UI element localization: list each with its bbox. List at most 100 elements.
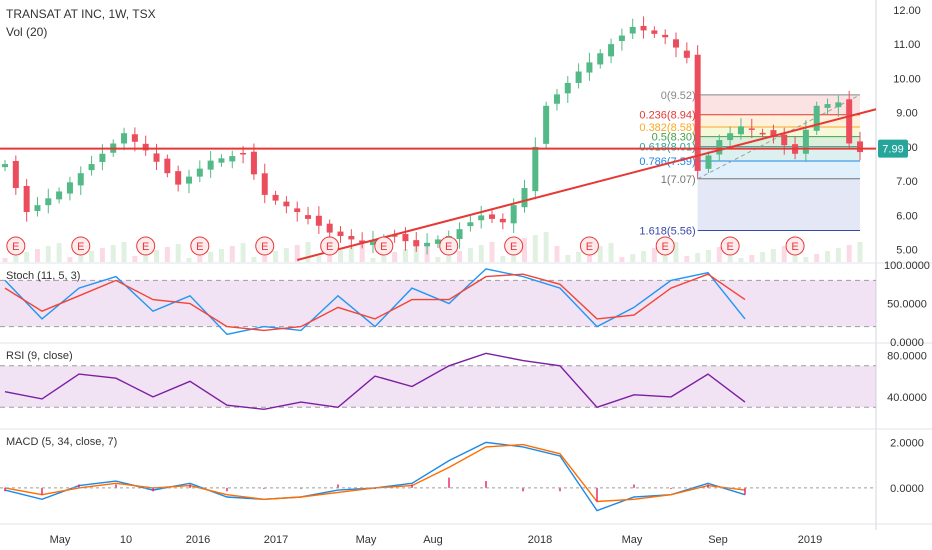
candle-body	[185, 176, 192, 184]
macd-histogram-bar	[337, 484, 339, 488]
volume-bar	[760, 252, 766, 262]
earnings-marker-label: E	[586, 241, 593, 253]
fib-zone	[697, 127, 860, 137]
indicator-title: MACD (5, 34, close, 7)	[6, 436, 117, 448]
indicator-series-line	[4, 268, 746, 336]
macd-histogram-bar	[670, 487, 672, 489]
candle-body	[521, 188, 528, 208]
fib-level-label: 0.5(8.30)	[652, 132, 696, 144]
candle-body	[261, 173, 268, 195]
volume-bar	[240, 243, 246, 262]
macd-histogram-bar	[596, 487, 598, 502]
volume-bar	[89, 251, 95, 262]
candle-body	[835, 102, 842, 108]
candle-body	[857, 141, 863, 153]
fib-zone	[697, 160, 860, 179]
earnings-marker	[720, 236, 740, 256]
macd-histogram-bar	[485, 481, 487, 488]
candle-body	[164, 158, 171, 174]
volume-bar	[348, 247, 354, 262]
macd-histogram-bar	[226, 487, 228, 492]
candle-body	[694, 54, 701, 171]
candle-body	[543, 105, 550, 144]
volume-bar	[197, 255, 203, 262]
volume-bar	[132, 256, 138, 262]
candle-body	[532, 146, 539, 192]
candle-body	[196, 168, 203, 177]
volume-bar	[576, 252, 582, 262]
time-tick-label: May	[50, 534, 71, 546]
volume-bar	[294, 245, 300, 262]
macd-histogram-bar	[189, 484, 191, 488]
candle-body	[131, 134, 138, 142]
candle-body	[781, 134, 788, 146]
candle-body	[391, 235, 398, 237]
candle-body	[218, 158, 225, 163]
candle-body	[305, 215, 312, 219]
time-tick-label: Aug	[423, 534, 443, 546]
time-tick-label: 2016	[186, 534, 210, 546]
candle-body	[45, 198, 52, 206]
earnings-marker-label: E	[326, 241, 333, 253]
earnings-marker	[579, 236, 599, 256]
time-tick-label: 2019	[798, 534, 822, 546]
candle-body	[456, 229, 463, 240]
volume-bar	[500, 256, 506, 262]
candle-body	[716, 140, 723, 155]
candle-body	[802, 129, 809, 154]
volume-bar	[78, 254, 84, 262]
candle-body	[402, 233, 409, 242]
volume-bar	[489, 242, 495, 262]
volume-bar	[565, 255, 571, 262]
volume-bar	[803, 257, 809, 262]
volume-bar	[705, 250, 711, 262]
candle-body	[229, 156, 236, 162]
candle-body	[662, 34, 669, 38]
candle-body	[640, 25, 647, 31]
candle-body	[272, 194, 279, 201]
volume-bar	[56, 243, 62, 262]
fib-zone	[697, 114, 860, 128]
volume-bar	[814, 254, 820, 262]
indicator-tick-label: 50.0000	[887, 299, 927, 311]
volume-bar	[99, 248, 105, 262]
earnings-marker-label: E	[261, 241, 268, 253]
earnings-marker-label: E	[726, 241, 733, 253]
candle-body	[759, 132, 766, 135]
candle-body	[12, 160, 19, 189]
time-tick-label: 2017	[264, 534, 288, 546]
volume-bar	[175, 244, 181, 262]
fib-trend-line	[697, 94, 861, 180]
chart-title: TRANSAT AT INC, 1W, TSX	[6, 7, 156, 21]
rising-trend-line	[296, 108, 877, 261]
candle-body	[99, 153, 106, 162]
macd-histogram-bar	[559, 487, 561, 492]
candle-body	[142, 143, 149, 151]
time-tick-label: May	[622, 534, 643, 546]
macd-histogram-bar	[522, 487, 524, 492]
volume-bar	[673, 242, 679, 262]
candle-body	[326, 223, 333, 233]
earnings-marker	[6, 236, 26, 256]
macd-histogram-bar	[41, 487, 43, 495]
candle-body	[34, 205, 41, 211]
candle-body	[153, 153, 160, 162]
volume-bar	[630, 254, 636, 262]
volume-bar	[478, 245, 484, 262]
candle-body	[651, 30, 658, 34]
volume-bar	[846, 245, 852, 262]
indicator-tick-label: 0.0000	[890, 483, 924, 495]
candle-body	[824, 104, 831, 108]
indicator-series-line	[4, 441, 746, 512]
volume-bar	[24, 252, 30, 262]
volume-bar	[392, 252, 398, 262]
volume-bar	[143, 253, 149, 262]
macd-histogram-bar	[78, 484, 80, 488]
macd-histogram-bar	[115, 484, 117, 488]
candle-body	[629, 26, 636, 34]
volume-bar	[370, 258, 376, 262]
fib-level-label: 1(7.07)	[661, 174, 696, 186]
volume-bar	[695, 253, 701, 262]
macd-histogram-bar	[448, 477, 450, 488]
